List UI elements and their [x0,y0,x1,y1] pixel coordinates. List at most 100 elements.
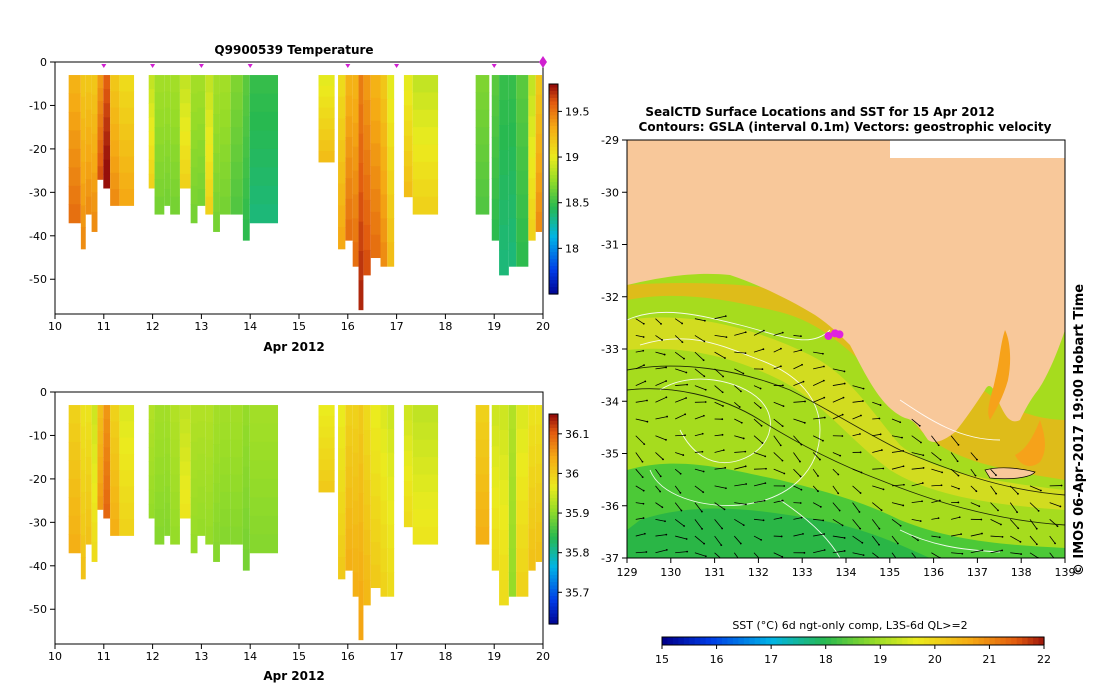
velocity-vector-head [799,460,801,463]
velocity-vector [655,416,668,420]
lower-profile-segment [516,428,529,454]
lower-y-tick-label: 0 [40,386,47,399]
lower-profile-segment [103,475,111,491]
temperature-profile-segment [491,198,500,220]
temperature-profile-segment [535,153,543,174]
lower-profile-segment [148,503,155,519]
australian-land [627,140,1065,443]
velocity-vector [714,351,726,359]
lower-profile-segment [508,405,517,430]
velocity-vector-head [981,532,983,535]
velocity-vector-head [843,370,846,373]
temperature-colorbar-slice [549,164,558,169]
temperature-profile-segment [103,145,111,161]
sst-colorbar-slice [792,637,800,645]
lower-profile-segment [535,483,543,504]
lower-profile-segment [528,528,536,550]
lower-profile-segment [154,439,165,458]
temperature-profile-segment [103,103,111,118]
velocity-vector [911,518,921,522]
velocity-vector-head [823,416,826,419]
map-y-tick-label: -30 [601,186,619,199]
profile-marker [345,64,351,68]
temperature-colorbar-slice [549,245,558,250]
temperature-profile-segment [403,120,413,137]
lower-colorbar-slice [549,547,558,552]
velocity-vector-head [759,387,762,390]
velocity-vector-head [799,475,802,478]
velocity-vector-head [976,458,978,461]
velocity-vector [635,533,645,537]
lower-profile-segment [475,474,490,493]
velocity-vector-head [802,380,805,383]
velocity-vector [655,351,665,355]
lower-profile-segment [230,422,243,441]
lower-profile-segment [190,423,198,443]
lower-profile-segment [110,470,120,487]
temperature-x-tick-label: 15 [292,320,306,333]
velocity-vector [753,348,764,353]
lower-profile-segment [190,515,198,535]
velocity-vector [812,468,819,477]
kangaroo-island [984,467,1036,480]
velocity-vector-head [646,420,649,423]
velocity-vector-head [722,375,724,378]
lower-profile-segment [103,461,111,477]
lower-profile-segment [528,549,536,571]
lower-profile-segment [412,457,439,476]
lower-profile-segment [190,534,198,554]
temperature-profile-segment [318,75,335,87]
velocity-vector [911,535,919,541]
lower-colorbar-slice [549,477,558,482]
velocity-vector-head [1056,525,1059,528]
velocity-vector-head [981,549,984,552]
velocity-vector-head [896,542,899,545]
velocity-vector-head [740,390,742,393]
velocity-vector-head [759,407,762,409]
velocity-vector [674,318,683,324]
velocity-vector [773,332,783,336]
lower-profile-segment [535,463,543,484]
temperature-profile-segment [110,140,120,157]
lower-profile-segment [154,509,165,528]
temperature-profile-segment [535,133,543,154]
lower-profile-segment [103,447,111,463]
velocity-vector [951,552,963,555]
sst-colorbar-slice [994,637,1001,645]
velocity-vector [852,468,862,473]
sst-colorbar-slice [1038,637,1045,645]
lower-colorbar-slice [549,571,558,576]
lower-profile-segment [80,557,86,580]
velocity-vector [753,385,761,389]
temperature-profile-segment [164,123,171,141]
lower-profile-segment [345,405,353,427]
velocity-vector-head [822,519,825,522]
velocity-vector-head [823,365,825,368]
temperature-profile-segment [242,95,250,117]
lower-profile-segment [110,437,120,455]
temperature-profile-segment [190,75,198,94]
lower-colorbar-slice [549,484,558,489]
lower-profile-segment [179,461,191,477]
temperature-profile-segment [197,172,206,190]
sst-colorbar-slice [771,637,778,645]
velocity-vector [773,468,785,474]
lower-profile-segment [170,405,180,423]
temperature-profile-segment [197,107,206,125]
velocity-vector-head [899,524,902,527]
velocity-vector-head [742,524,745,526]
velocity-vector [753,435,763,444]
temperature-profile-segment [230,92,243,111]
temperature-profile-segment [190,185,198,205]
temperature-profile-segment [403,90,413,106]
sst-colorbar-slice [1016,637,1023,645]
temperature-colorbar-slice [549,273,558,278]
lower-x-tick-label: 10 [48,650,62,663]
temperature-profile-segment [164,156,171,174]
velocity-vector [891,502,904,506]
velocity-vector [891,535,899,544]
lower-profile-segment [80,426,86,449]
velocity-vector [635,435,645,445]
velocity-vector-head [860,414,862,417]
lower-profile-segment [352,500,359,526]
